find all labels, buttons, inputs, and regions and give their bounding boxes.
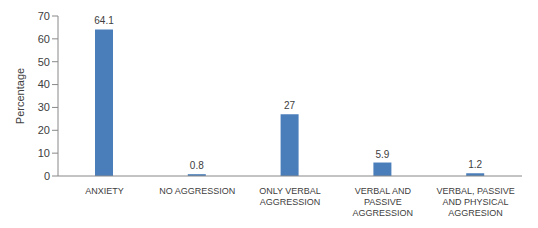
svg-text:VERBAL ANDPASSIVEAGGRESSION: VERBAL ANDPASSIVEAGGRESSION <box>353 186 414 218</box>
svg-text:60: 60 <box>38 33 50 45</box>
svg-text:0.8: 0.8 <box>190 160 204 171</box>
svg-text:20: 20 <box>38 124 50 136</box>
svg-text:64.1: 64.1 <box>94 15 114 26</box>
svg-text:ANXIETY: ANXIETY <box>85 186 124 196</box>
svg-text:10: 10 <box>38 147 50 159</box>
svg-text:50: 50 <box>38 56 50 68</box>
svg-text:1.2: 1.2 <box>468 159 482 170</box>
svg-text:NO AGGRESSION: NO AGGRESSION <box>159 186 235 196</box>
svg-text:30: 30 <box>38 101 50 113</box>
svg-text:40: 40 <box>38 78 50 90</box>
svg-text:ONLY VERBALAGGRESSION: ONLY VERBALAGGRESSION <box>259 186 321 207</box>
svg-text:70: 70 <box>38 10 50 22</box>
svg-text:0: 0 <box>44 170 50 182</box>
svg-text:VERBAL, PASSIVEAND PHYSICALAGG: VERBAL, PASSIVEAND PHYSICALAGGRESION <box>436 186 514 218</box>
svg-text:27: 27 <box>284 100 296 111</box>
svg-text:5.9: 5.9 <box>375 149 389 160</box>
svg-text:Percentage: Percentage <box>14 68 26 124</box>
